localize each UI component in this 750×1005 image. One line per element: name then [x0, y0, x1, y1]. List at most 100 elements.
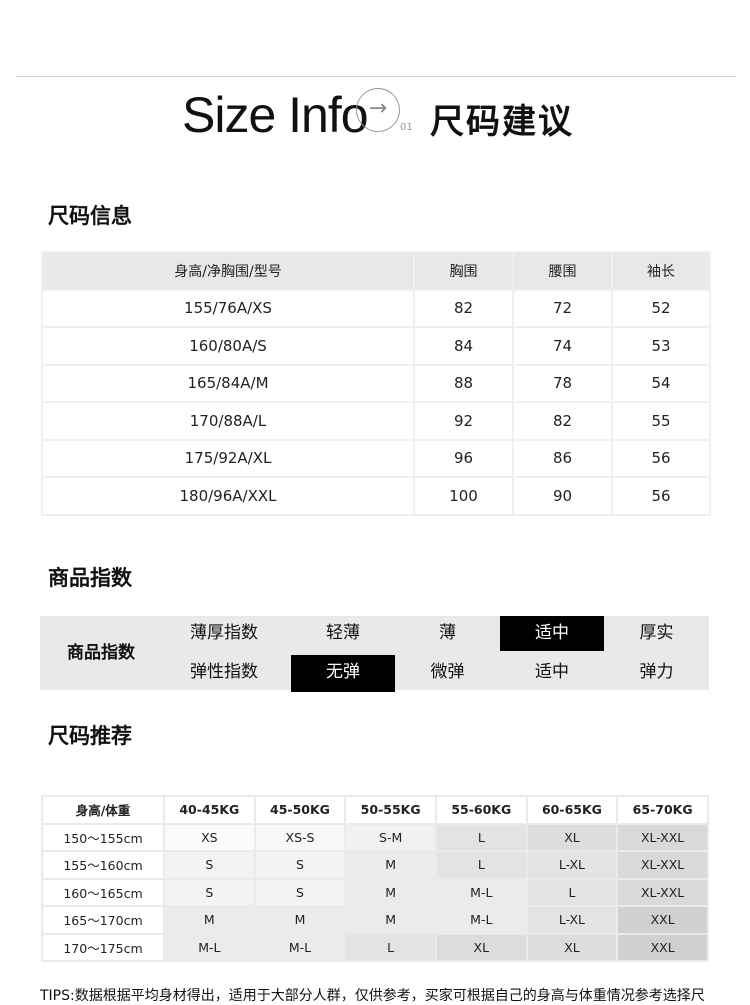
- index-option: 无弹: [291, 655, 395, 692]
- table-cell: 74: [512, 326, 613, 366]
- size-cell: M: [344, 877, 437, 907]
- column-header: 65-70KG: [616, 795, 709, 825]
- size-cell: M-L: [163, 932, 256, 962]
- table-row: 155/76A/XS 82 72 52: [41, 288, 711, 328]
- table-cell: 160/80A/S: [41, 326, 415, 366]
- table-row: 180/96A/XXL 100 90 56: [41, 476, 711, 516]
- height-cell: 155～160cm: [41, 850, 165, 880]
- table-row: 160/80A/S 84 74 53: [41, 326, 711, 366]
- size-cell: L: [434, 850, 528, 880]
- size-cell: XL: [525, 822, 619, 852]
- height-cell: 170～175cm: [41, 932, 165, 962]
- size-recommend-table: 身高/体重 40-45KG 45-50KG 50-55KG 55-60KG 60-65KG…: [41, 795, 709, 962]
- page-title: Size Info → 01 尺码建议: [0, 84, 750, 148]
- table-row: 165/84A/M 88 78 54: [41, 363, 711, 403]
- index-option: 轻薄: [326, 623, 360, 643]
- table-cell: 55: [611, 401, 711, 441]
- size-cell: XL-XXL: [616, 877, 709, 907]
- size-cell: XXL: [616, 932, 709, 962]
- size-cell: L: [525, 877, 619, 907]
- table-cell: 56: [611, 476, 711, 516]
- size-cell: L-XL: [525, 905, 619, 935]
- table-cell: 82: [512, 401, 613, 441]
- table-cell: 96: [413, 438, 514, 478]
- table-cell: 88: [413, 363, 514, 403]
- table-row: 150～155cm XS XS-S S-M L XL XL-XXL: [41, 822, 709, 852]
- size-cell: S: [253, 877, 347, 907]
- table-cell: 175/92A/XL: [41, 438, 415, 478]
- table-cell: 72: [512, 288, 613, 328]
- product-index-heading: 商品指数: [48, 566, 132, 590]
- table-cell: 78: [512, 363, 613, 403]
- column-header: 胸围: [413, 251, 514, 291]
- table-row: 170～175cm M-L M-L L XL XL XXL: [41, 932, 709, 962]
- title-zh: 尺码建议: [430, 102, 574, 142]
- table-row: 155～160cm S S M L L-XL XL-XXL: [41, 850, 709, 880]
- index-name: 薄厚指数: [190, 623, 258, 643]
- size-cell: M: [253, 905, 347, 935]
- size-cell: L: [434, 822, 528, 852]
- size-cell: S-M: [344, 822, 437, 852]
- table-cell: 165/84A/M: [41, 363, 415, 403]
- table-header-row: 身高/体重 40-45KG 45-50KG 50-55KG 55-60KG 60-65KG…: [41, 795, 709, 825]
- size-cell: XXL: [616, 905, 709, 935]
- table-cell: 92: [413, 401, 514, 441]
- column-header: 身高/体重: [41, 795, 165, 825]
- size-cell: L-XL: [525, 850, 619, 880]
- table-cell: 54: [611, 363, 711, 403]
- table-row: 170/88A/L 92 82 55: [41, 401, 711, 441]
- size-cell: XL-XXL: [616, 822, 709, 852]
- column-header: 50-55KG: [344, 795, 437, 825]
- table-row: 160～165cm S S M M-L L XL-XXL: [41, 877, 709, 907]
- size-cell: M: [344, 905, 437, 935]
- size-cell: M: [163, 905, 256, 935]
- section-number: 01: [400, 122, 413, 133]
- index-option: 薄: [439, 623, 456, 643]
- table-cell: 155/76A/XS: [41, 288, 415, 328]
- size-recommend-heading: 尺码推荐: [48, 724, 132, 748]
- size-cell: S: [163, 877, 256, 907]
- column-header: 身高/净胸围/型号: [41, 251, 415, 291]
- index-option: 适中: [500, 616, 604, 651]
- table-cell: 86: [512, 438, 613, 478]
- size-cell: S: [163, 850, 256, 880]
- table-cell: 84: [413, 326, 514, 366]
- table-cell: 90: [512, 476, 613, 516]
- column-header: 45-50KG: [253, 795, 347, 825]
- index-option: 厚实: [639, 623, 674, 643]
- column-header: 55-60KG: [434, 795, 528, 825]
- size-cell: M-L: [434, 905, 528, 935]
- table-cell: 53: [611, 326, 711, 366]
- height-cell: 150～155cm: [41, 822, 165, 852]
- product-index-label: 商品指数: [67, 643, 135, 663]
- top-divider: [16, 76, 736, 77]
- size-cell: M-L: [434, 877, 528, 907]
- table-cell: 180/96A/XXL: [41, 476, 415, 516]
- size-cell: L: [344, 932, 437, 962]
- arrow-right-circle-icon: →: [356, 88, 400, 132]
- column-header: 40-45KG: [163, 795, 256, 825]
- size-cell: XL-XXL: [616, 850, 709, 880]
- size-cell: XS: [163, 822, 256, 852]
- index-row: 弹性指数 无弹 微弹 适中 弹力: [168, 655, 709, 692]
- size-info-heading: 尺码信息: [48, 204, 132, 228]
- column-header: 腰围: [512, 251, 613, 291]
- size-cell: S: [253, 850, 347, 880]
- table-cell: 170/88A/L: [41, 401, 415, 441]
- height-cell: 160～165cm: [41, 877, 165, 907]
- index-option: 适中: [535, 662, 569, 682]
- size-cell: XL: [434, 932, 528, 962]
- table-cell: 52: [611, 288, 711, 328]
- title-en: Size Info: [182, 87, 369, 143]
- height-cell: 165～170cm: [41, 905, 165, 935]
- index-option: 弹力: [639, 662, 674, 682]
- table-row: 175/92A/XL 96 86 56: [41, 438, 711, 478]
- table-header-row: 身高/净胸围/型号 胸围 腰围 袖长: [41, 251, 711, 291]
- index-option: 微弹: [430, 662, 465, 682]
- column-header: 60-65KG: [525, 795, 619, 825]
- table-cell: 56: [611, 438, 711, 478]
- table-cell: 100: [413, 476, 514, 516]
- size-cell: XL: [525, 932, 619, 962]
- product-index-panel: 商品指数 薄厚指数 轻薄薄适中 厚实 弹性指数 无弹 微弹 适中 弹力: [40, 616, 709, 692]
- table-row: 165～170cm M M M M-L L-XL XXL: [41, 905, 709, 935]
